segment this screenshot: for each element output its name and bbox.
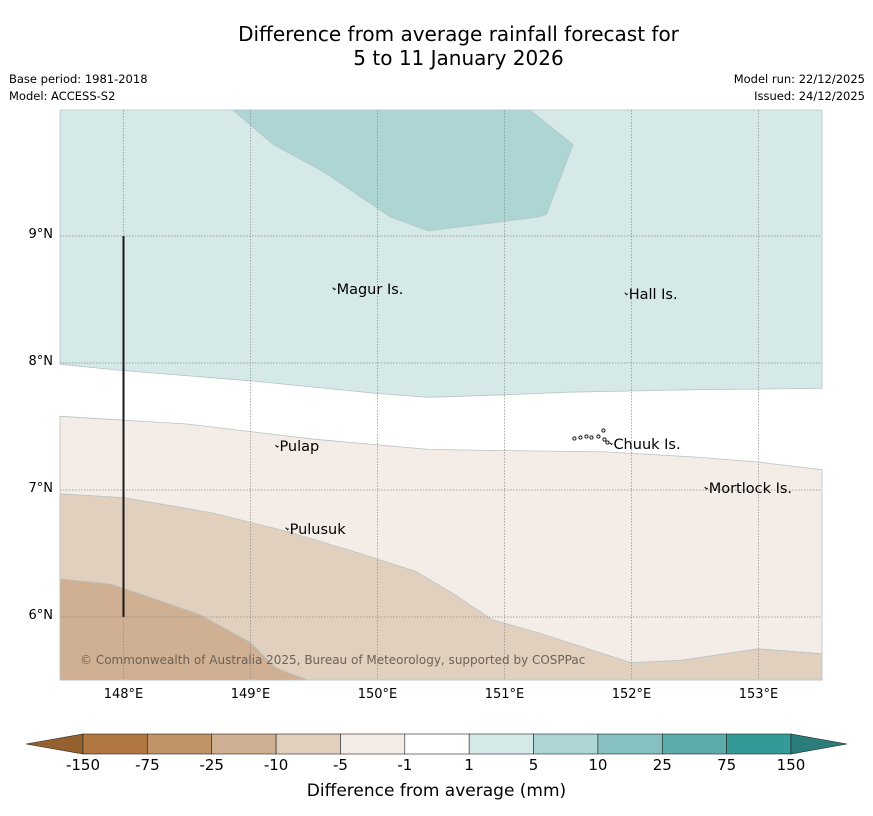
island-mark: [589, 435, 594, 440]
colorbar-segment: [275, 733, 341, 755]
lon-tick-label: 153°E: [738, 687, 779, 702]
lon-tick-label: 149°E: [230, 687, 271, 702]
colorbar-extend-low: [25, 733, 84, 755]
lat-tick-label: 6°N: [28, 608, 54, 623]
map-title: Difference from average rainfall forecas…: [0, 22, 873, 70]
colorbar-extend-high: [790, 733, 848, 755]
island-mark: [578, 435, 583, 440]
copyright-credit: © Commonwealth of Australia 2025, Bureau…: [80, 653, 586, 667]
model-run: Model run: 22/12/2025: [733, 72, 865, 86]
colorbar-tick-label: -75: [135, 756, 160, 774]
place-label: Pulusuk: [289, 521, 346, 538]
colorbar-tick-label: 25: [652, 756, 672, 774]
colorbar-segment: [340, 733, 406, 755]
title-line-2: 5 to 11 January 2026: [353, 46, 564, 70]
region-5-to-10mm: [231, 109, 574, 232]
colorbar-tick-label: -25: [199, 756, 224, 774]
colorbar-tick-label: -1: [397, 756, 413, 774]
colorbar-segment: [597, 733, 663, 755]
model-name: Model: ACCESS-S2: [9, 89, 116, 103]
graticule: [60, 110, 822, 680]
colorbar-segment: [147, 733, 213, 755]
issued-date: Issued: 24/12/2025: [754, 89, 865, 103]
place-label: Pulap: [279, 439, 320, 456]
meta-right: Model run: 22/12/2025 Issued: 24/12/2025: [734, 71, 865, 105]
place-label: Magur Is.: [336, 281, 404, 298]
island-mark: [704, 486, 709, 490]
meta-left: Base period: 1981-2018 Model: ACCESS-S2: [9, 71, 148, 105]
island-mark: [572, 436, 577, 441]
place-label: Hall Is.: [628, 286, 678, 303]
island-mark: [332, 287, 336, 291]
island-mark: [584, 434, 589, 439]
island-markers: [275, 287, 709, 531]
lon-tick-label: 151°E: [484, 687, 525, 702]
colorbar-tick-label: 10: [588, 756, 608, 774]
colorbar-segment: [82, 733, 148, 755]
colorbar-tick-label: -10: [263, 756, 289, 774]
colorbar-title: Difference from average (mm): [306, 781, 567, 801]
colorbar-tick-label: -5: [332, 756, 348, 774]
colorbar-segment: [726, 733, 792, 755]
place-label: Chuuk Is.: [613, 436, 681, 453]
place-label: Mortlock Is.: [708, 481, 793, 497]
region-1-to-5mm: [59, 109, 823, 398]
colorbar-segment: [404, 733, 470, 755]
colorbar-tick-label: -150: [65, 756, 101, 774]
island-mark: [285, 527, 289, 531]
colorbar-segment: [533, 733, 599, 755]
colorbar-segment: [661, 733, 727, 755]
colorbar-tick-label: 1: [464, 756, 474, 774]
lat-tick-label: 9°N: [28, 227, 54, 242]
island-mark: [601, 428, 606, 433]
lon-tick-label: 152°E: [611, 687, 652, 702]
island-mark: [602, 437, 607, 442]
island-mark: [275, 444, 279, 448]
colorbar: [25, 733, 848, 755]
colorbar-tick-label: 150: [776, 756, 806, 774]
lat-tick-label: 7°N: [28, 481, 54, 496]
lat-tick-label: 8°N: [28, 354, 54, 369]
island-mark: [605, 440, 610, 445]
colorbar-tick-label: 75: [717, 756, 737, 774]
lon-tick-label: 150°E: [357, 687, 398, 702]
island-mark: [609, 442, 613, 446]
title-line-1: Difference from average rainfall forecas…: [238, 22, 679, 46]
island-mark: [596, 434, 601, 439]
lon-tick-label: 148°E: [103, 687, 144, 702]
colorbar-tick-label: 5: [528, 756, 539, 774]
island-mark: [624, 292, 629, 296]
anomaly-regions: [59, 109, 823, 681]
base-period: Base period: 1981-2018: [9, 72, 148, 86]
colorbar-segment: [468, 733, 534, 755]
colorbar-segment: [211, 733, 277, 755]
